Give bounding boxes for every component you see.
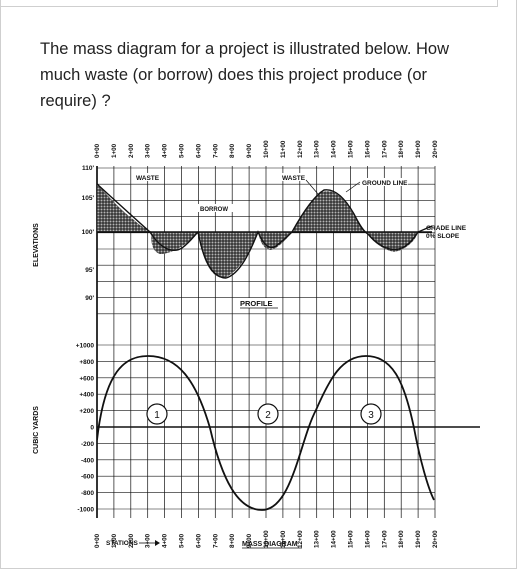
elevation-tick-labels: 110' 105' 100' 95' 90' xyxy=(82,165,95,302)
mass-curve xyxy=(97,355,435,511)
waste-region-1 xyxy=(97,184,152,232)
station-tick-label: 13+00 xyxy=(314,140,321,158)
station-tick-label: 17+00 xyxy=(381,140,388,158)
station-labels-bottom: 0+00 1+00 2+00 3+00 4+00 5+00 6+00 7+00 8+00 9+00… xyxy=(94,530,439,548)
station-tick-label: 10+00 xyxy=(263,140,270,158)
station-labels-top: 0+00 1+00 2+00 3+00 4+00 5+00 6+00 7+00 8+00 9+00… xyxy=(94,140,439,158)
mass-diagram-label: MASS DIAGRAM xyxy=(242,541,298,548)
station-tick-label: 14+00 xyxy=(331,530,338,548)
elevation-tick-label: 110' xyxy=(82,165,94,172)
station-tick-label: 5+00 xyxy=(179,533,186,548)
profile-label: PROFILE xyxy=(240,299,273,308)
cubic-yard-tick-label: -400 xyxy=(81,457,94,464)
grade-line-label: GRADE LINE xyxy=(426,225,467,232)
station-tick-label: 10+00 xyxy=(263,530,270,548)
profile-labels: WASTE WASTE BORROW GROUND LINE GRADE LIN… xyxy=(134,173,467,309)
station-tick-label: 15+00 xyxy=(348,530,355,548)
station-tick-label: 1+00 xyxy=(111,533,118,548)
station-tick-label: 20+00 xyxy=(432,140,439,158)
cubic-yard-tick-labels: +1000 +800 +600 +400 +200 0 -200 -400 -600 -800 -1… xyxy=(76,343,95,514)
ground-line xyxy=(96,183,433,279)
circle-label-3: 3 xyxy=(368,410,374,421)
elevation-tick-label: 90' xyxy=(85,295,94,302)
circle-label-2: 2 xyxy=(265,410,271,421)
ground-line-label: GROUND LINE xyxy=(362,180,408,187)
chart-grid xyxy=(96,166,436,518)
cut-region-1 xyxy=(151,232,198,254)
station-tick-label: 17+00 xyxy=(381,530,388,548)
station-tick-label: 4+00 xyxy=(162,533,169,548)
cubic-yard-tick-label: -800 xyxy=(81,490,94,497)
station-tick-label: 6+00 xyxy=(195,533,202,548)
stations-label: STATIONS xyxy=(106,540,139,547)
profile-shading xyxy=(97,184,418,278)
cubic-yard-tick-label: +200 xyxy=(79,408,94,415)
station-tick-label: 13+00 xyxy=(314,530,321,548)
elevations-axis-label: ELEVATIONS xyxy=(33,223,40,267)
station-tick-label: 1+00 xyxy=(111,143,118,158)
cubic-yard-tick-label: -200 xyxy=(81,441,94,448)
station-tick-label: 18+00 xyxy=(398,530,405,548)
station-tick-label: 3+00 xyxy=(145,533,152,548)
circle-label-1: 1 xyxy=(154,410,160,421)
station-tick-label: 19+00 xyxy=(415,140,422,158)
station-tick-label: 18+00 xyxy=(398,140,405,158)
station-tick-label: 16+00 xyxy=(364,140,371,158)
station-tick-label: 0+00 xyxy=(94,143,101,158)
elevation-tick-label: 95' xyxy=(85,267,94,274)
station-tick-label: 9+00 xyxy=(246,533,253,548)
waste-label-1: WASTE xyxy=(136,175,160,182)
station-tick-label: 7+00 xyxy=(212,533,219,548)
station-tick-label: 14+00 xyxy=(331,140,338,158)
question-text: The mass diagram for a project is illust… xyxy=(40,40,450,110)
station-tick-label: 15+00 xyxy=(348,140,355,158)
station-tick-label: 12+00 xyxy=(297,140,304,158)
cubic-yard-tick-label: -600 xyxy=(81,474,94,481)
cubic-yard-tick-label: -1000 xyxy=(77,507,94,514)
station-tick-label: 11+00 xyxy=(280,530,287,548)
borrow-label: BORROW xyxy=(200,207,228,213)
elevation-tick-label: 105' xyxy=(82,195,95,202)
cubic-yard-tick-label: +600 xyxy=(79,375,94,382)
elevation-tick-label: 100' xyxy=(82,229,95,236)
station-tick-label: 8+00 xyxy=(229,533,236,548)
cubic-yard-tick-label: +400 xyxy=(79,392,94,399)
station-tick-label: 16+00 xyxy=(364,530,371,548)
station-tick-label: 12+00 xyxy=(297,530,304,548)
grade-slope-label: 0% SLOPE xyxy=(426,233,460,240)
station-tick-label: 5+00 xyxy=(179,143,186,158)
station-tick-label: 4+00 xyxy=(162,143,169,158)
station-tick-label: 19+00 xyxy=(415,530,422,548)
station-tick-label: 8+00 xyxy=(229,143,236,158)
cubic-yard-tick-label: +1000 xyxy=(76,343,95,350)
borrow-region xyxy=(198,232,258,278)
station-tick-label: 0+00 xyxy=(94,533,101,548)
station-tick-label: 11+00 xyxy=(280,140,287,158)
station-tick-label: 20+00 xyxy=(432,530,439,548)
station-tick-label: 7+00 xyxy=(212,143,219,158)
station-tick-label: 9+00 xyxy=(246,143,253,158)
top-divider xyxy=(0,0,498,7)
station-tick-label: 2+00 xyxy=(128,533,135,548)
cubic-yard-tick-label: +800 xyxy=(79,359,94,366)
cubic-yard-tick-label: 0 xyxy=(90,425,94,432)
station-tick-label: 6+00 xyxy=(195,143,202,158)
waste-label-2: WASTE xyxy=(282,175,306,182)
waste-region-2 xyxy=(292,191,366,232)
station-tick-label: 2+00 xyxy=(128,143,135,158)
station-tick-label: 3+00 xyxy=(145,143,152,158)
cubic-yards-axis-label: CUBIC YARDS xyxy=(33,406,40,454)
circled-markers: 1 2 3 xyxy=(146,403,382,425)
